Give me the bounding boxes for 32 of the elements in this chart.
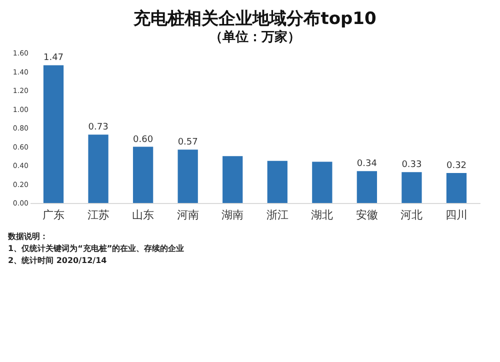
bar [132,146,154,203]
data-label: 1.47 [43,53,64,64]
x-tick-label: 河南 [176,208,199,222]
bar [178,150,198,203]
data-label: 0.33 [402,160,422,170]
x-tick-label: 安徽 [356,208,378,222]
bar [356,171,378,203]
text: 1、仅统计关键词为“充电桩”的在业、存续的企业 [8,243,184,253]
x-tick-label: 广东 [42,208,65,222]
bar [88,134,108,203]
x-tick-label: 江苏 [87,208,110,222]
bar [402,172,422,203]
bar [222,156,243,203]
data-label: 0.32 [446,161,467,171]
chart-title: 充电桩相关企业地域分布top10 [132,9,376,29]
bar [446,173,467,203]
data-label: 0.60 [133,134,154,145]
text: 数据说明： [7,232,48,241]
x-tick-label: 湖北 [311,208,334,222]
data-label: 0.57 [178,138,198,148]
x-tick-label: 浙江 [266,208,288,222]
chart-subtitle: （单位：万家） [210,29,300,45]
x-tick-label: 山东 [132,208,154,222]
data-label: 0.73 [88,122,108,133]
x-tick-label: 湖南 [222,208,244,222]
x-tick-label: 河北 [400,208,423,222]
bar [43,65,64,203]
bar [312,162,332,203]
text: 2、统计时间 2020/12/14 [8,256,108,265]
bar [267,160,288,203]
x-tick-label: 四川 [445,208,468,222]
data-label: 0.34 [356,159,378,170]
